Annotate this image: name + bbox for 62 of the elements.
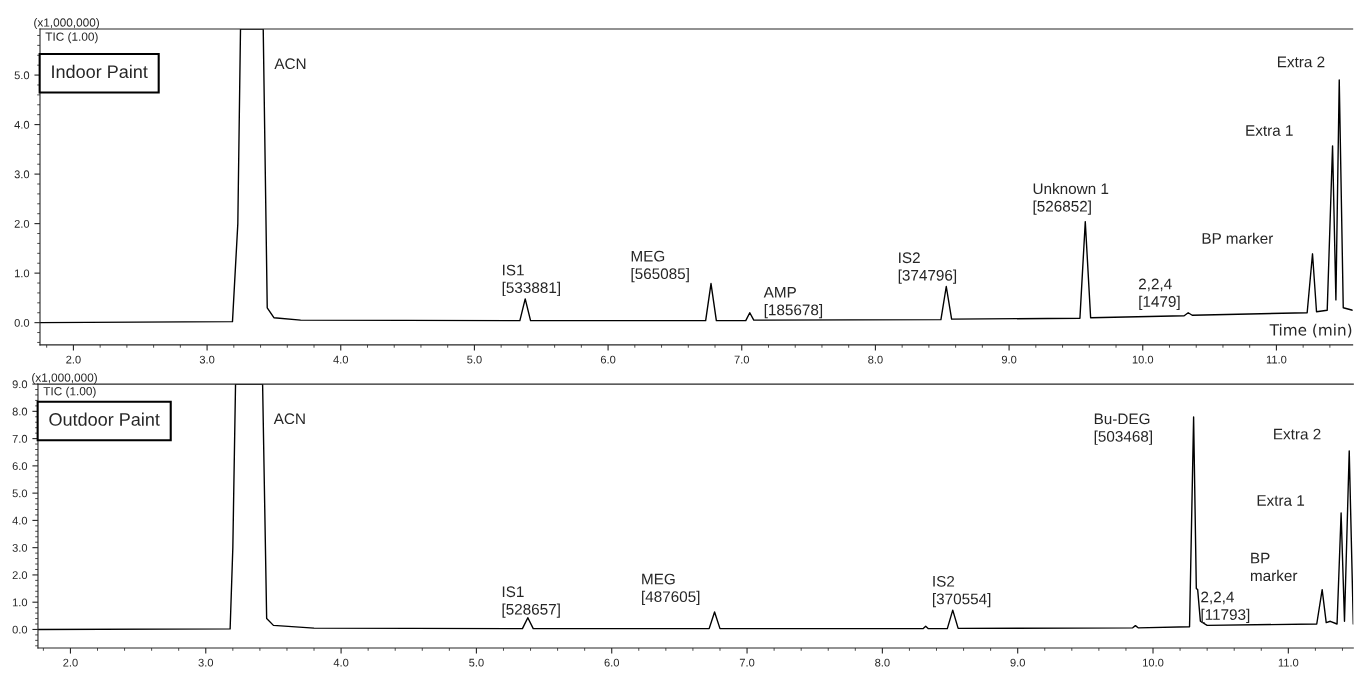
x-tick-label: 7.0 [739, 658, 755, 667]
annotation: IS2 [374796] [898, 252, 957, 284]
annotation: Unknown 1 [526852] [1033, 182, 1109, 215]
annotation: IS1 [533881] [502, 264, 560, 297]
annotation: Extra 1 [1246, 125, 1293, 136]
x-tick-label: 6.0 [604, 658, 620, 667]
x-tick-label: 11.0 [1278, 658, 1299, 667]
x-tick-label: 4.0 [333, 355, 349, 364]
annotation: ACN [274, 58, 306, 70]
y-tick-label: 3.0 [12, 543, 28, 552]
x-tick-label: 5.0 [467, 355, 482, 364]
annotation: 2,2,4 [1479] [1138, 278, 1180, 310]
y-tick-label: 3.0 [14, 170, 30, 179]
x-tick-label: 4.0 [333, 658, 349, 667]
y-tick-label: 4.0 [12, 516, 28, 525]
annotation: ACN [273, 413, 305, 425]
x-tick-label: 9.0 [1001, 355, 1017, 364]
y-tick-label: 4.0 [14, 120, 30, 129]
annotation: 2,2,4 [11793] [1201, 591, 1250, 623]
y-tick-label: 1.0 [12, 598, 28, 607]
x-tick-label: 8.0 [875, 658, 890, 667]
annotation: AMP [185678] [763, 287, 823, 319]
annotation: MEG [565085] [631, 250, 689, 283]
x-axis-title: Time (min) [1269, 323, 1352, 338]
x-tick-label: 9.0 [1010, 658, 1025, 667]
x-tick-label: 2.0 [63, 658, 78, 667]
y-tick-label: 1.0 [14, 269, 30, 278]
annotation: IS1 [528657] [502, 586, 560, 618]
annotation: Extra 1 [1257, 495, 1305, 506]
annotation: Bu-DEG [503468] [1094, 413, 1152, 445]
y-tick-label: 7.0 [12, 434, 28, 443]
x-tick-label: 8.0 [868, 355, 883, 364]
x-tick-label: 2.0 [66, 355, 81, 364]
y-tick-label: 0.0 [14, 318, 30, 327]
annotation: BP marker [1250, 552, 1298, 582]
y-tick-label: 5.0 [12, 489, 28, 498]
text: (x1,000,000) [34, 18, 99, 30]
x-tick-label: 10.0 [1143, 658, 1164, 667]
x-tick-label: 10.0 [1132, 355, 1154, 364]
text: Outdoor Paint [49, 412, 160, 426]
y-tick-label: 2.0 [14, 219, 30, 228]
x-tick-label: 5.0 [469, 658, 484, 667]
y-tick-label: 6.0 [12, 462, 28, 471]
annotation: MEG [487605] [642, 573, 700, 606]
x-tick-label: 3.0 [199, 355, 215, 364]
x-tick-label: 7.0 [734, 355, 750, 364]
text: Indoor Paint [52, 64, 148, 79]
y-tick-label: 0.0 [12, 625, 28, 634]
annotation: IS2 [370554] [932, 575, 991, 608]
x-tick-label: 11.0 [1266, 355, 1287, 364]
y-tick-label: 2.0 [12, 571, 28, 580]
annotation: Extra 2 [1278, 56, 1325, 68]
text: (x1,000,000) [32, 373, 97, 385]
annotation: TIC (1.00) [43, 386, 96, 398]
annotation: Extra 2 [1274, 428, 1321, 440]
x-tick-label: 3.0 [198, 658, 214, 667]
y-tick-label: 9.0 [12, 380, 28, 389]
y-tick-label: 5.0 [14, 71, 30, 80]
x-tick-label: 6.0 [600, 355, 616, 364]
y-tick-label: 8.0 [12, 407, 28, 416]
annotation: BP marker [1202, 232, 1274, 244]
annotation: TIC (1.00) [45, 32, 98, 44]
